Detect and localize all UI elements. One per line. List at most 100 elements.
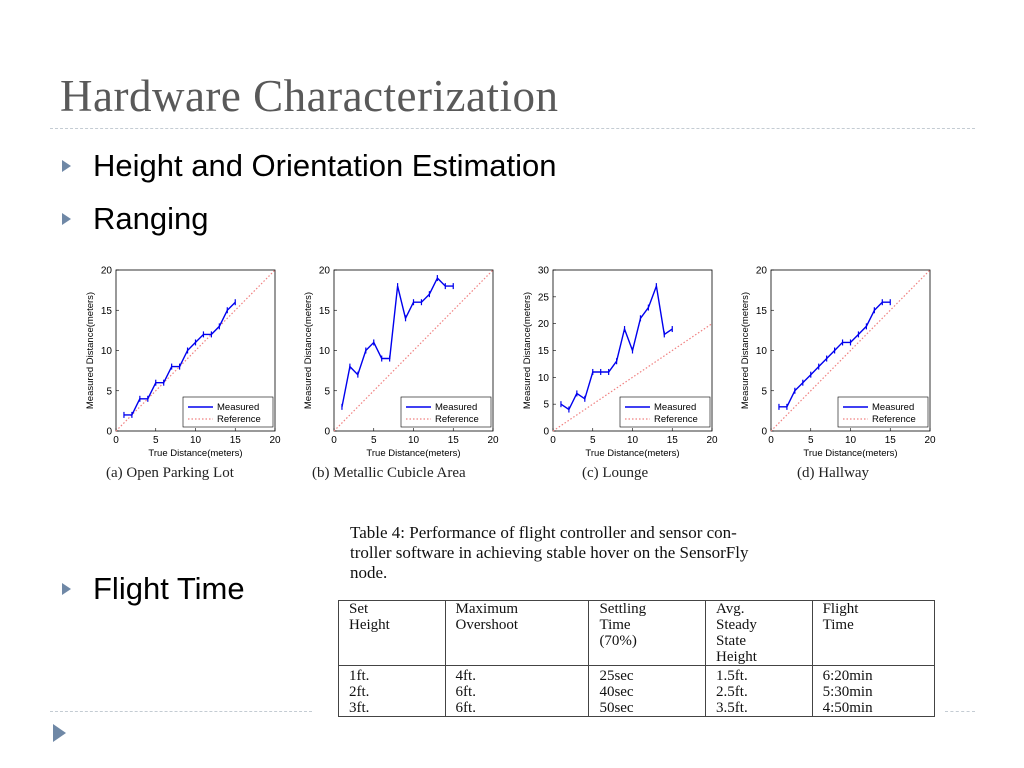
y-tick-label: 20	[101, 266, 113, 277]
y-tick-label: 5	[543, 400, 549, 411]
y-tick-label: 0	[324, 427, 330, 438]
triangle-right-icon	[62, 160, 71, 172]
table-header-line: Avg.	[716, 601, 745, 617]
y-tick-label: 10	[319, 346, 331, 357]
triangle-right-icon[interactable]	[53, 724, 66, 742]
table-cell: 2ft.	[338, 684, 446, 700]
y-tick-label: 15	[756, 306, 768, 317]
table-header-line: Height	[716, 649, 757, 665]
x-tick-label: 10	[845, 435, 857, 446]
chart-open-parking-lot: 0 5 10 15 20 0 5 10 15 20 True Distance(meters) Mea…	[85, 266, 281, 460]
legend-label: Reference	[872, 414, 916, 425]
x-tick-label: 20	[924, 435, 936, 446]
x-tick-label: 5	[371, 435, 377, 446]
y-axis-label: Measured Distance(meters)	[303, 292, 314, 409]
y-axis-label: Measured Distance(meters)	[85, 292, 96, 409]
y-tick-label: 5	[761, 386, 767, 397]
table-caption: Table 4: Performance of flight controlle…	[350, 523, 930, 583]
table-header-line: Time	[599, 617, 631, 633]
y-tick-label: 15	[319, 306, 331, 317]
triangle-right-icon	[62, 583, 71, 595]
x-tick-label: 5	[590, 435, 596, 446]
title-divider	[50, 128, 975, 129]
table-cell: 1.5ft.	[705, 665, 813, 684]
reference-line	[552, 323, 713, 432]
table-header-row: Set Height Maximum Overshoot Settling Time (70…	[338, 600, 936, 666]
table-header-line: Maximum	[455, 601, 519, 617]
table-row: 1ft. 4ft. 25sec 1.5ft. 6:20min	[338, 665, 936, 684]
table-cell: 3ft.	[338, 700, 446, 717]
x-tick-label: 20	[487, 435, 499, 446]
footer-divider-left	[50, 711, 312, 712]
legend-box	[619, 396, 711, 428]
legend-label: Measured	[654, 402, 696, 413]
triangle-right-icon	[62, 213, 71, 225]
y-tick-label: 20	[756, 266, 768, 277]
y-axis-label: Measured Distance(meters)	[740, 292, 751, 409]
slide-title: Hardware Characterization	[60, 71, 559, 121]
y-tick-label: 20	[319, 266, 331, 277]
y-tick-label: 15	[101, 306, 113, 317]
y-tick-label: 15	[538, 346, 550, 357]
chart-lounge: 0 5 10 15 20 0 5 10 15 20 25 30 True Distance(meters…	[522, 266, 718, 460]
table-cell: 2.5ft.	[705, 684, 813, 700]
table-cell: 40sec	[588, 684, 707, 700]
x-tick-label: 0	[113, 435, 119, 446]
table-cell: 25sec	[588, 665, 707, 684]
table-cell: 5:30min	[811, 684, 936, 700]
x-tick-label: 0	[768, 435, 774, 446]
x-tick-label: 15	[230, 435, 242, 446]
table-header-line: Time	[822, 617, 854, 633]
legend-label: Reference	[435, 414, 479, 425]
legend-label: Measured	[217, 402, 259, 413]
chart-caption: (b) Metallic Cubicle Area	[312, 465, 466, 481]
performance-table: Set Height Maximum Overshoot Settling Time (70…	[338, 600, 936, 717]
reference-line	[333, 269, 494, 432]
x-tick-label: 10	[190, 435, 202, 446]
y-tick-label: 20	[538, 319, 550, 330]
y-tick-label: 5	[324, 386, 330, 397]
table-header-line: Set	[349, 601, 369, 617]
y-tick-label: 0	[106, 427, 112, 438]
x-tick-label: 10	[408, 435, 420, 446]
legend-box	[837, 396, 929, 428]
chart-hallway: 0 5 10 15 20 0 5 10 15 20 True Distance(meters) Mea…	[740, 266, 936, 460]
table-header-line: Settling	[599, 601, 647, 617]
y-tick-label: 10	[101, 346, 113, 357]
bullet-text: Flight Time	[93, 571, 245, 606]
legend-label: Reference	[217, 414, 261, 425]
table-caption-line: Table 4: Performance of flight controlle…	[350, 523, 737, 542]
legend-label: Measured	[435, 402, 477, 413]
y-axis-label: Measured Distance(meters)	[522, 292, 533, 409]
table-header-cell: Avg. Steady State Height	[705, 600, 813, 666]
x-tick-label: 15	[885, 435, 897, 446]
table-header-line: (70%)	[599, 633, 637, 649]
x-axis-label: True Distance(meters)	[803, 448, 897, 459]
legend-label: Reference	[654, 414, 698, 425]
table-cell: 1ft.	[338, 665, 446, 684]
table-header-cell: Flight Time	[811, 600, 936, 666]
chart-metallic-cubicle: 0 5 10 15 20 0 5 10 15 20 True Distance(meters) Mea…	[303, 266, 499, 460]
table-header-cell: Maximum Overshoot	[444, 600, 590, 666]
x-axis-label: True Distance(meters)	[366, 448, 460, 459]
table-cell: 6:20min	[811, 665, 936, 684]
x-axis-label: True Distance(meters)	[585, 448, 679, 459]
table-cell: 4:50min	[811, 700, 936, 717]
x-tick-label: 20	[269, 435, 281, 446]
y-tick-label: 25	[538, 292, 550, 303]
table-header-line: Flight	[822, 601, 859, 617]
table-caption-line: troller software in achieving stable hov…	[350, 543, 749, 562]
legend-box	[182, 396, 274, 428]
chart-caption: (c) Lounge	[582, 465, 649, 481]
reference-line	[770, 269, 931, 432]
table-header-line: State	[716, 633, 747, 649]
y-tick-label: 5	[106, 386, 112, 397]
x-tick-label: 15	[448, 435, 460, 446]
x-tick-label: 10	[627, 435, 639, 446]
y-tick-label: 0	[543, 427, 549, 438]
x-tick-label: 15	[667, 435, 679, 446]
reference-line	[115, 269, 276, 432]
legend-label: Measured	[872, 402, 914, 413]
